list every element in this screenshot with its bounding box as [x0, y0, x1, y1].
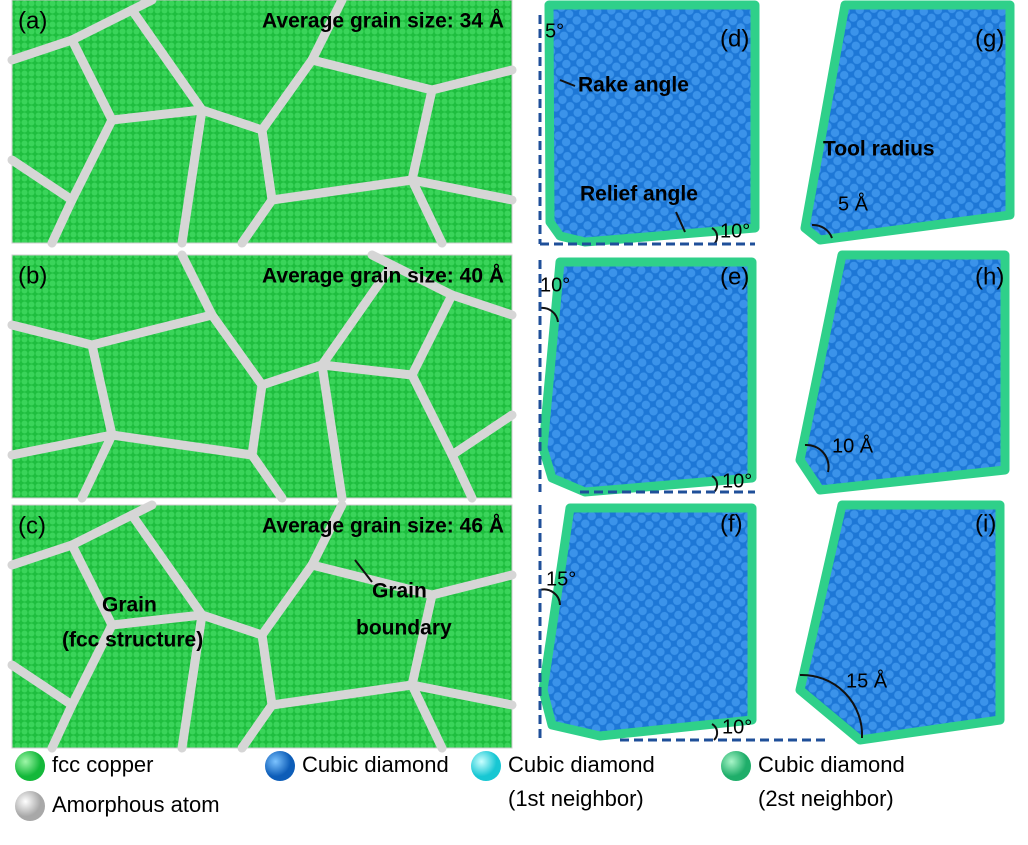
annotation: boundary [356, 617, 452, 640]
annotation: 5 Å [838, 192, 869, 215]
panel-label: (f) [720, 510, 743, 537]
legend-subtext: (1st neighbor) [508, 786, 644, 811]
annotation: Relief angle [580, 183, 698, 206]
grain-boundary [7, 430, 117, 460]
panel-label: (d) [720, 25, 749, 52]
legend-text: Cubic diamond [302, 752, 449, 777]
annotation: 10° [722, 716, 752, 738]
legend-text: fcc copper [52, 752, 154, 777]
pointer [539, 306, 559, 323]
grain-boundary [317, 260, 397, 370]
annotation: 10° [722, 470, 752, 492]
grain-boundary [47, 35, 117, 248]
annotation: (fcc structure) [62, 629, 203, 652]
panel-label: (a) [18, 7, 47, 34]
panel-label: (b) [18, 262, 47, 289]
panel-caption: Average grain size: 34 Å [262, 9, 504, 33]
annotation: Grain [372, 580, 427, 603]
grain-boundary [127, 5, 207, 115]
annotation: 15° [546, 568, 576, 590]
panel-label: (c) [18, 512, 46, 539]
grain-boundary [317, 360, 347, 503]
tool [544, 0, 760, 247]
reference-lines [538, 15, 830, 742]
legend-text: Cubic diamond [508, 752, 655, 777]
grain-boundary [7, 155, 77, 205]
pointer [804, 443, 830, 473]
tool [795, 500, 1005, 745]
pointer [354, 559, 373, 583]
grain-boundary [177, 105, 207, 248]
pointer [539, 588, 561, 606]
tool [538, 257, 757, 497]
legend-subtext: (2st neighbor) [758, 786, 894, 811]
legend-text: Cubic diamond [758, 752, 905, 777]
panel-label: (g) [975, 25, 1004, 52]
annotation: 15 Å [846, 669, 888, 692]
grain-boundary [407, 290, 477, 503]
annotation: 5° [545, 20, 564, 42]
pointer [711, 475, 719, 493]
grain-boundary [177, 610, 207, 753]
panel-label: (i) [975, 510, 996, 537]
tool [538, 503, 757, 741]
grain-boundary [107, 430, 257, 460]
legend-swatch [471, 751, 501, 781]
tool [800, 0, 1015, 245]
grain-boundary [267, 175, 417, 205]
pointer [799, 673, 864, 739]
annotation: 10° [720, 220, 750, 242]
grain-boundary [7, 660, 77, 710]
annotation: Rake angle [578, 74, 689, 97]
grain-boundary [127, 510, 207, 620]
legend-swatch [265, 751, 295, 781]
legend-swatch [15, 751, 45, 781]
tool [795, 250, 1010, 495]
pointer [675, 211, 686, 233]
grain-boundaries [7, 500, 517, 753]
grain-boundaries [7, 250, 517, 503]
panel-caption: Average grain size: 46 Å [262, 514, 504, 538]
grain-boundary [267, 680, 417, 710]
pointer [811, 223, 833, 239]
grain-boundary [367, 250, 517, 320]
panel-label: (h) [975, 263, 1004, 290]
pointer [559, 79, 576, 87]
legend-swatch [721, 751, 751, 781]
grain-boundary [447, 410, 517, 460]
grain-boundaries [7, 0, 517, 248]
panel-caption: Average grain size: 40 Å [262, 264, 504, 288]
annotation: Tool radius [823, 138, 935, 161]
pointer [711, 723, 719, 741]
grain-boundary [407, 680, 517, 710]
annotation: 10 Å [832, 434, 874, 457]
legend-swatch [15, 791, 45, 821]
legend-text: Amorphous atom [52, 792, 220, 817]
grain-boundary [7, 500, 157, 570]
annotation: Grain [102, 594, 157, 617]
grain-boundary [407, 175, 517, 205]
grain-boundary [47, 540, 117, 753]
annotation: 10° [540, 274, 570, 296]
layer: (a) Average grain size: 34 Å (b) Average gr… [7, 0, 1015, 821]
panel-label: (e) [720, 263, 749, 290]
grain-boundary [7, 0, 157, 65]
